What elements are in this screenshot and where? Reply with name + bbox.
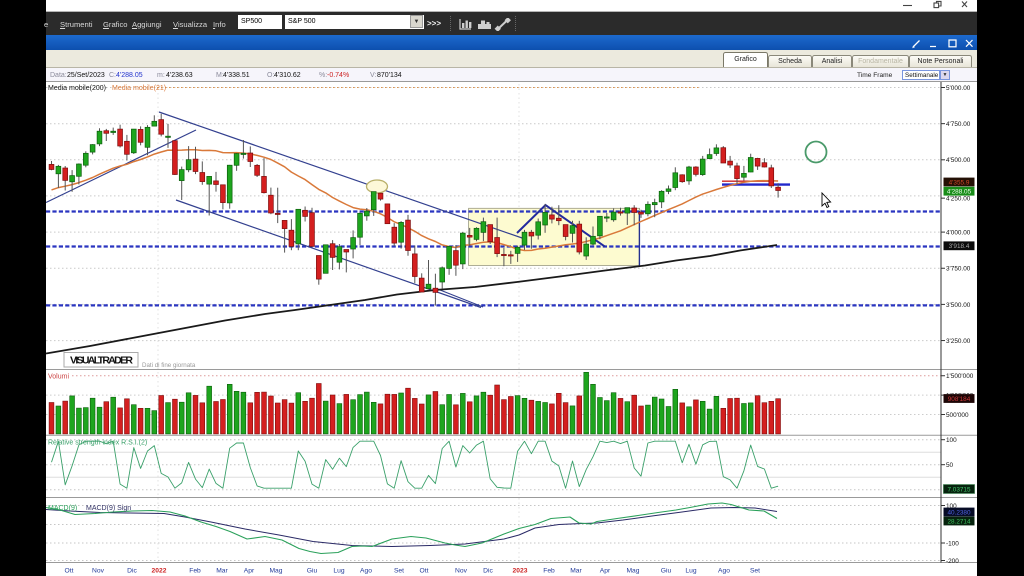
svg-text:Nov: Nov — [455, 568, 468, 575]
svg-text:4'750.00: 4'750.00 — [946, 121, 971, 128]
svg-text:Media mobile(200): Media mobile(200) — [48, 85, 106, 92]
svg-text:5'000.00: 5'000.00 — [946, 85, 971, 92]
svg-text:Giu: Giu — [307, 568, 318, 575]
svg-text:Ott: Ott — [65, 568, 74, 575]
svg-text:-200: -200 — [946, 558, 959, 565]
svg-text:Dic: Dic — [483, 568, 493, 575]
svg-text:Feb: Feb — [543, 568, 555, 575]
svg-text:Mar: Mar — [570, 568, 582, 575]
svg-text:Lug: Lug — [333, 568, 344, 575]
svg-text:4'500.00: 4'500.00 — [946, 157, 971, 164]
svg-text:Dic: Dic — [127, 568, 137, 575]
svg-text:4'355.9: 4'355.9 — [949, 179, 970, 186]
svg-text:Ago: Ago — [360, 568, 372, 575]
svg-text:Mag: Mag — [626, 568, 639, 575]
svg-text:4'000.00: 4'000.00 — [946, 230, 971, 237]
svg-text:-100: -100 — [946, 540, 959, 547]
svg-text:VISUALTRADER: VISUALTRADER — [70, 355, 133, 367]
svg-text:4'250.00: 4'250.00 — [946, 196, 971, 203]
svg-text:Mag: Mag — [269, 568, 282, 575]
svg-text:Dati di fine giornata: Dati di fine giornata — [142, 362, 196, 369]
svg-text:Set: Set — [394, 568, 404, 575]
svg-text:Nov: Nov — [92, 568, 105, 575]
svg-text:40.2380: 40.2380 — [947, 509, 971, 516]
svg-text:Apr: Apr — [600, 568, 611, 575]
svg-text:50: 50 — [946, 462, 954, 469]
svg-text:2022: 2022 — [152, 568, 167, 575]
svg-text:Media mobile(21): Media mobile(21) — [112, 85, 166, 92]
svg-text:Set: Set — [750, 568, 760, 575]
svg-text:908'184: 908'184 — [948, 396, 971, 403]
svg-text:100: 100 — [946, 503, 957, 510]
svg-text:Relative strength index R.S.I.: Relative strength index R.S.I.(2) — [48, 440, 147, 447]
svg-text:MACD(9): MACD(9) — [48, 505, 77, 512]
svg-text:28.2714: 28.2714 — [947, 518, 971, 525]
svg-text:Apr: Apr — [244, 568, 255, 575]
svg-text:3'250.00: 3'250.00 — [946, 338, 971, 345]
svg-text:Ago: Ago — [718, 568, 730, 575]
svg-text:3'750.00: 3'750.00 — [946, 266, 971, 273]
svg-text:Feb: Feb — [189, 568, 201, 575]
svg-text:7.03715: 7.03715 — [947, 486, 971, 493]
svg-text:3'500.00: 3'500.00 — [946, 302, 971, 309]
svg-text:Ott: Ott — [420, 568, 429, 575]
svg-text:Lug: Lug — [685, 568, 696, 575]
svg-text:Mar: Mar — [216, 568, 228, 575]
svg-text:3'918.4: 3'918.4 — [949, 243, 970, 250]
svg-text:Volumi: Volumi — [48, 374, 69, 381]
svg-text:4'288.05: 4'288.05 — [947, 189, 972, 196]
svg-text:100: 100 — [946, 437, 957, 444]
svg-text:1'500'000: 1'500'000 — [946, 373, 974, 380]
svg-text:-: - — [105, 85, 108, 92]
svg-text:500'000: 500'000 — [946, 412, 969, 419]
svg-text:MACD(9) Sign: MACD(9) Sign — [86, 505, 131, 512]
svg-text:2023: 2023 — [513, 568, 528, 575]
svg-text:Giu: Giu — [661, 568, 672, 575]
